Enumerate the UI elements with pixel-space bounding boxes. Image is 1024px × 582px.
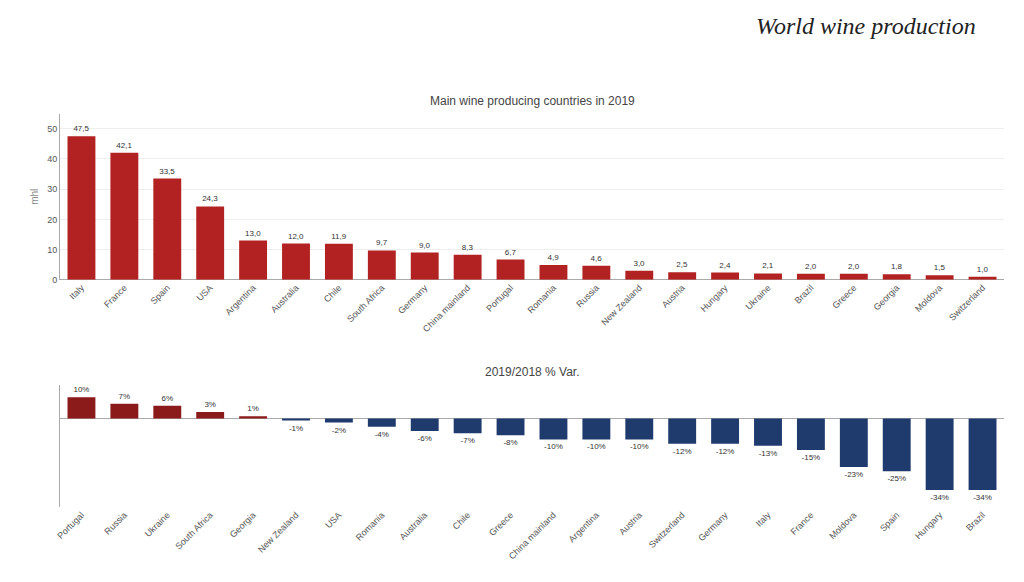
svg-text:-23%: -23% bbox=[844, 470, 863, 479]
svg-text:2,0: 2,0 bbox=[805, 262, 817, 271]
svg-text:Hungary: Hungary bbox=[699, 282, 730, 313]
svg-text:2,1: 2,1 bbox=[762, 261, 774, 270]
svg-text:Argentina: Argentina bbox=[567, 510, 601, 544]
svg-text:-10%: -10% bbox=[587, 442, 606, 451]
svg-text:3%: 3% bbox=[204, 400, 216, 409]
svg-text:USA: USA bbox=[323, 510, 343, 530]
svg-text:China mainland: China mainland bbox=[421, 283, 472, 334]
svg-text:3,0: 3,0 bbox=[633, 259, 645, 268]
svg-text:Italy: Italy bbox=[67, 282, 86, 301]
svg-text:-34%: -34% bbox=[930, 493, 949, 502]
svg-text:-12%: -12% bbox=[716, 447, 735, 456]
svg-text:4,6: 4,6 bbox=[591, 254, 603, 263]
svg-text:Brazil: Brazil bbox=[793, 283, 816, 306]
svg-text:40: 40 bbox=[47, 154, 57, 164]
svg-text:Austria: Austria bbox=[617, 510, 644, 537]
svg-text:1,8: 1,8 bbox=[891, 262, 903, 271]
svg-text:Germany: Germany bbox=[696, 510, 730, 544]
svg-text:New Zealand: New Zealand bbox=[599, 283, 644, 328]
svg-text:-10%: -10% bbox=[630, 442, 649, 451]
svg-text:47,5: 47,5 bbox=[73, 124, 89, 133]
svg-text:-1%: -1% bbox=[289, 424, 303, 433]
svg-text:World wine production: World wine production bbox=[756, 13, 976, 39]
svg-text:2019/2018 % Var.: 2019/2018 % Var. bbox=[485, 365, 580, 379]
svg-text:Romania: Romania bbox=[354, 510, 387, 543]
svg-text:-34%: -34% bbox=[973, 493, 992, 502]
svg-text:30: 30 bbox=[47, 184, 57, 194]
svg-text:1%: 1% bbox=[247, 404, 259, 413]
svg-text:Ukraine: Ukraine bbox=[143, 510, 172, 539]
svg-text:Greece: Greece bbox=[830, 283, 858, 311]
svg-text:-25%: -25% bbox=[887, 474, 906, 483]
svg-text:8,3: 8,3 bbox=[462, 243, 474, 252]
svg-text:Brazil: Brazil bbox=[964, 510, 987, 533]
svg-text:Romania: Romania bbox=[525, 283, 558, 316]
svg-text:France: France bbox=[789, 510, 816, 537]
svg-text:Spain: Spain bbox=[878, 510, 901, 533]
svg-text:Portugal: Portugal bbox=[484, 283, 515, 314]
svg-text:-6%: -6% bbox=[418, 434, 432, 443]
svg-text:10: 10 bbox=[47, 245, 57, 255]
svg-text:-10%: -10% bbox=[544, 442, 563, 451]
svg-text:-15%: -15% bbox=[802, 453, 821, 462]
svg-text:-13%: -13% bbox=[759, 449, 778, 458]
svg-text:20: 20 bbox=[47, 215, 57, 225]
svg-text:-4%: -4% bbox=[375, 430, 389, 439]
svg-text:-12%: -12% bbox=[673, 447, 692, 456]
svg-text:Main wine producing countries: Main wine producing countries in 2019 bbox=[430, 94, 635, 108]
svg-text:2,5: 2,5 bbox=[676, 260, 688, 269]
svg-text:Australia: Australia bbox=[397, 510, 429, 542]
svg-text:Georgia: Georgia bbox=[872, 283, 902, 313]
svg-text:42,1: 42,1 bbox=[116, 141, 132, 150]
svg-text:Russia: Russia bbox=[102, 510, 129, 537]
svg-text:Moldova: Moldova bbox=[827, 510, 858, 541]
svg-text:China mainland: China mainland bbox=[507, 510, 558, 561]
svg-text:Switzerland: Switzerland bbox=[947, 283, 987, 323]
svg-text:6%: 6% bbox=[161, 394, 173, 403]
svg-text:6,7: 6,7 bbox=[505, 248, 517, 257]
svg-text:13,0: 13,0 bbox=[245, 229, 261, 238]
svg-text:Argentina: Argentina bbox=[223, 283, 257, 317]
svg-text:Chile: Chile bbox=[451, 510, 473, 532]
svg-text:USA: USA bbox=[195, 283, 215, 303]
svg-text:2,4: 2,4 bbox=[719, 261, 731, 270]
svg-text:1,5: 1,5 bbox=[934, 263, 946, 272]
svg-text:Hungary: Hungary bbox=[913, 510, 944, 541]
svg-text:9,7: 9,7 bbox=[376, 238, 388, 247]
svg-text:Moldova: Moldova bbox=[913, 283, 944, 314]
svg-text:-2%: -2% bbox=[332, 426, 346, 435]
svg-text:Italy: Italy bbox=[754, 510, 773, 529]
svg-text:Russia: Russia bbox=[574, 283, 601, 310]
svg-text:mhl: mhl bbox=[29, 189, 40, 205]
svg-text:Germany: Germany bbox=[396, 282, 430, 316]
svg-text:-7%: -7% bbox=[461, 436, 475, 445]
svg-text:50: 50 bbox=[47, 124, 57, 134]
svg-text:Portugal: Portugal bbox=[55, 510, 86, 541]
svg-text:Georgia: Georgia bbox=[228, 510, 258, 540]
svg-text:12,0: 12,0 bbox=[288, 232, 304, 241]
svg-text:Austria: Austria bbox=[660, 283, 687, 310]
svg-text:33,5: 33,5 bbox=[159, 167, 175, 176]
svg-text:New Zealand: New Zealand bbox=[256, 510, 301, 555]
svg-text:Chile: Chile bbox=[322, 283, 344, 305]
svg-text:2,0: 2,0 bbox=[848, 262, 860, 271]
svg-text:11,9: 11,9 bbox=[331, 232, 347, 241]
svg-text:Ukraine: Ukraine bbox=[744, 283, 773, 312]
svg-text:South Africa: South Africa bbox=[345, 283, 386, 324]
svg-text:9,0: 9,0 bbox=[419, 241, 431, 250]
svg-text:Greece: Greece bbox=[487, 510, 515, 538]
svg-text:Australia: Australia bbox=[269, 283, 301, 315]
svg-text:-8%: -8% bbox=[503, 438, 517, 447]
svg-text:South Africa: South Africa bbox=[173, 510, 214, 551]
svg-text:4,9: 4,9 bbox=[548, 253, 560, 262]
svg-text:10%: 10% bbox=[73, 385, 89, 394]
svg-text:1,0: 1,0 bbox=[977, 265, 989, 274]
svg-text:0: 0 bbox=[52, 275, 57, 285]
svg-text:Switzerland: Switzerland bbox=[647, 510, 687, 550]
svg-text:Spain: Spain bbox=[149, 283, 172, 306]
svg-text:France: France bbox=[102, 283, 129, 310]
svg-text:24,3: 24,3 bbox=[202, 194, 218, 203]
svg-text:7%: 7% bbox=[119, 392, 131, 401]
